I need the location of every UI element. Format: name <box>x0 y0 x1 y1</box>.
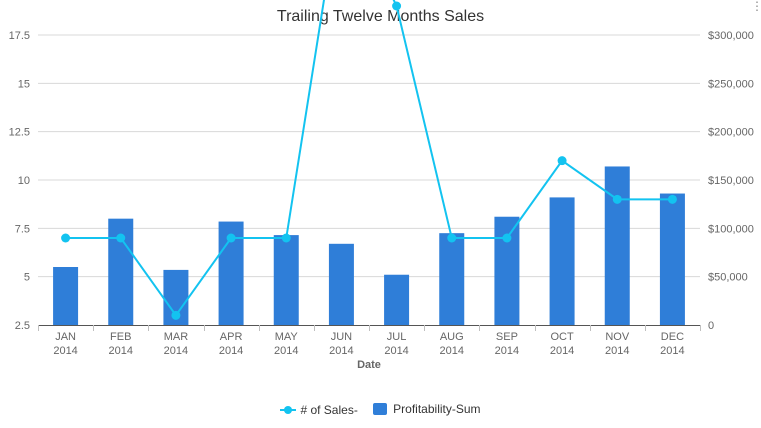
sales-point <box>171 310 181 320</box>
line-series-swatch <box>280 405 297 415</box>
x-tick-label: 2014 <box>274 345 298 357</box>
bar <box>273 235 299 325</box>
x-tick-label: MAY <box>275 331 299 343</box>
sales-point <box>612 194 622 204</box>
bar <box>439 233 465 325</box>
bar <box>549 197 575 325</box>
x-tick-label: APR <box>220 331 243 343</box>
x-tick-label: 2014 <box>440 345 464 357</box>
x-tick-label: 2014 <box>605 345 629 357</box>
y-right-tick-label: $250,000 <box>708 78 754 90</box>
x-tick-label: 2014 <box>164 345 188 357</box>
legend-label-profitability: Profitability-Sum <box>393 402 481 416</box>
x-axis-title: Date <box>357 359 381 371</box>
x-tick-label: 2014 <box>329 345 353 357</box>
sales-point <box>226 233 236 243</box>
bar <box>494 216 520 325</box>
x-tick-label: JUL <box>387 331 407 343</box>
x-tick-label: DEC <box>661 331 684 343</box>
y-left-tick-label: 5 <box>24 272 30 284</box>
y-left-tick-label: 15 <box>18 78 30 90</box>
y-right-tick-label: $150,000 <box>708 175 754 187</box>
y-right-tick-label: $200,000 <box>708 127 754 139</box>
x-tick-label: 2014 <box>384 345 408 357</box>
y-right-tick-label: $50,000 <box>708 272 748 284</box>
legend-label-sales: # of Sales- <box>300 403 358 417</box>
sales-point <box>447 233 457 243</box>
menu-icon[interactable]: ⋮ <box>751 0 761 13</box>
bar <box>659 193 685 325</box>
x-tick-label: FEB <box>110 331 131 343</box>
x-tick-label: OCT <box>550 331 574 343</box>
x-tick-label: NOV <box>605 331 630 343</box>
x-tick-label: 2014 <box>550 345 574 357</box>
x-tick-label: 2014 <box>53 345 77 357</box>
x-tick-label: MAR <box>164 331 189 343</box>
legend-item-profitability[interactable]: Profitability-Sum <box>373 402 481 416</box>
bar <box>604 166 630 325</box>
legend: # of Sales- Profitability-Sum <box>0 402 761 418</box>
sales-line <box>65 0 673 318</box>
x-tick-label: 2014 <box>109 345 133 357</box>
bar <box>384 274 410 325</box>
bar <box>53 267 79 325</box>
x-tick-label: JUN <box>331 331 352 343</box>
sales-point <box>667 194 677 204</box>
bar <box>328 243 354 325</box>
y-left-tick-label: 17.5 <box>9 30 30 42</box>
y-left-tick-label: 7.5 <box>15 223 30 235</box>
y-right-tick-label: $100,000 <box>708 223 754 235</box>
x-tick-label: AUG <box>440 331 464 343</box>
x-tick-label: JAN <box>55 331 76 343</box>
bar-series-swatch <box>373 403 388 415</box>
x-tick-label: 2014 <box>495 345 519 357</box>
chart-title: Trailing Twelve Months Sales <box>276 8 485 25</box>
sales-point <box>392 1 402 11</box>
legend-item-sales[interactable]: # of Sales- <box>280 403 358 417</box>
y-left-tick-label: 10 <box>18 175 30 187</box>
y-right-tick-label: $300,000 <box>708 30 754 42</box>
sales-point <box>116 233 126 243</box>
sales-point <box>502 233 512 243</box>
sales-point <box>61 233 71 243</box>
y-right-tick-label: 0 <box>708 320 714 332</box>
y-left-tick-label: 12.5 <box>9 127 30 139</box>
sales-point <box>281 233 291 243</box>
x-tick-label: 2014 <box>660 345 684 357</box>
y-left-tick-label: 2.5 <box>15 320 30 332</box>
x-tick-label: SEP <box>496 331 518 343</box>
sales-point <box>557 156 567 166</box>
x-tick-label: 2014 <box>219 345 243 357</box>
